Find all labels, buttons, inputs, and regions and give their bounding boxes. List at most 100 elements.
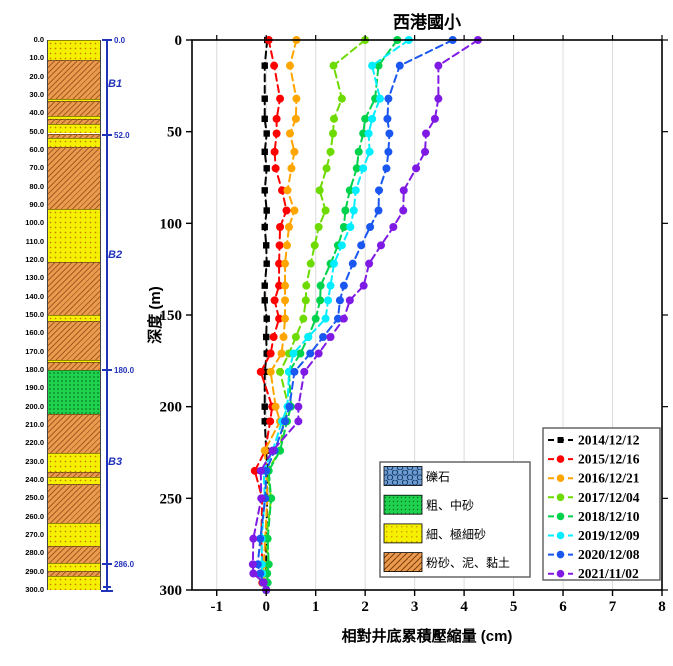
depth-scale-label: 260.0 — [25, 511, 44, 521]
legend-marker-circle — [556, 455, 565, 463]
depth-scale-label: 20.0 — [29, 71, 44, 81]
marker-circle — [306, 349, 315, 358]
legend-marker-circle — [556, 512, 565, 521]
date-legend-label: 2019/12/09 — [578, 528, 640, 543]
marker-circle — [281, 417, 290, 426]
lithology-layer-silt — [48, 101, 100, 117]
depth-scale-label: 60.0 — [29, 145, 44, 154]
depth-scale-label: 270.0 — [25, 530, 44, 539]
depth-scale-label: 50.0 — [29, 126, 44, 136]
marker-circle — [412, 164, 421, 173]
lith-swatch-silt — [383, 552, 423, 572]
marker-circle — [281, 296, 290, 305]
marker-square — [263, 130, 270, 137]
marker-square — [261, 282, 268, 289]
marker-circle — [329, 61, 338, 70]
lithology-layer-silt — [48, 546, 100, 564]
marker-circle — [339, 223, 348, 231]
legend-marker-circle — [556, 493, 565, 502]
lithology-layer-fine — [48, 124, 100, 134]
lithology-layer-fine — [48, 138, 100, 148]
depth-scale-label: 180.0 — [25, 365, 44, 374]
marker-circle — [294, 417, 303, 426]
chart-title: 西港國小 — [393, 12, 461, 32]
marker-circle — [349, 206, 358, 215]
marker-circle — [284, 223, 293, 231]
lithology-layer-silt — [48, 261, 100, 315]
depth-marker-tick — [102, 563, 112, 566]
marker-circle — [248, 560, 257, 569]
depth-scale-label: 240.0 — [25, 475, 44, 484]
y-tick-label: 200 — [160, 400, 183, 416]
marker-circle — [389, 223, 398, 231]
date-legend-label: 2020/12/08 — [578, 547, 640, 562]
marker-circle — [256, 367, 265, 376]
marker-circle — [430, 114, 439, 123]
legend-marker-circle — [556, 474, 565, 483]
marker-circle — [270, 296, 279, 305]
lithology-layer-silt — [48, 361, 100, 370]
depth-scale-label: 90.0 — [29, 200, 44, 209]
date-legend-label: 2018/12/10 — [578, 509, 640, 524]
marker-circle — [319, 333, 328, 341]
legend-marker-square — [557, 437, 564, 443]
marker-circle — [368, 61, 377, 70]
depth-marker-label: 286.0 — [114, 560, 135, 570]
marker-circle — [384, 94, 393, 103]
zone-label-B1: B1 — [108, 78, 123, 90]
marker-circle — [304, 333, 313, 341]
marker-circle — [365, 147, 374, 156]
marker-circle — [285, 61, 294, 70]
marker-circle — [263, 534, 272, 543]
marker-circle — [270, 147, 279, 156]
marker-circle — [310, 241, 319, 250]
series-line-2014-12-12 — [263, 39, 269, 591]
date-legend-label: 2017/12/04 — [578, 490, 640, 505]
marker-circle — [282, 206, 291, 215]
marker-circle — [256, 569, 265, 578]
y-tick-label: 300 — [160, 583, 183, 599]
depth-scale-label: 80.0 — [29, 181, 44, 191]
marker-circle — [311, 314, 320, 323]
marker-square — [261, 418, 268, 425]
depth-scale-label: 250.0 — [25, 493, 44, 503]
marker-circle — [399, 186, 408, 195]
marker-square — [263, 165, 270, 172]
depth-scale-label: 210.0 — [25, 420, 44, 429]
lithology-layer-silt — [48, 147, 100, 209]
series-line-2020-12-08 — [256, 39, 454, 591]
marker-circle — [268, 446, 277, 455]
marker-circle — [279, 333, 288, 341]
marker-circle — [339, 314, 348, 323]
depth-marker-label: 52.0 — [114, 131, 130, 141]
series-line-2021-11-02 — [251, 39, 479, 591]
marker-circle — [270, 61, 279, 70]
marker-circle — [395, 61, 404, 70]
marker-circle — [290, 367, 299, 376]
marker-circle — [434, 61, 443, 70]
marker-circle — [339, 281, 348, 290]
depth-scale-label: 290.0 — [25, 566, 44, 576]
legend-marker-circle — [556, 550, 565, 559]
marker-circle — [290, 206, 299, 215]
marker-square — [263, 207, 270, 214]
x-tick-label: 4 — [460, 599, 468, 615]
marker-circle — [384, 147, 393, 156]
marker-circle — [257, 494, 266, 503]
date-legend-label: 2014/12/12 — [578, 433, 640, 448]
marker-circle — [326, 281, 335, 290]
marker-square — [263, 333, 270, 341]
marker-circle — [266, 349, 275, 358]
marker-circle — [289, 349, 298, 358]
depth-scale-label: 280.0 — [25, 548, 44, 558]
marker-circle — [376, 94, 384, 103]
y-tick-label: 0 — [175, 33, 183, 49]
marker-circle — [333, 314, 342, 323]
depth-scale-label: 170.0 — [25, 346, 44, 356]
marker-circle — [264, 560, 273, 569]
x-tick-label: 2 — [361, 599, 369, 615]
marker-square — [261, 62, 268, 69]
marker-circle — [256, 534, 265, 543]
legend-marker-circle — [556, 569, 565, 578]
blue-line-end-cap — [101, 590, 113, 592]
